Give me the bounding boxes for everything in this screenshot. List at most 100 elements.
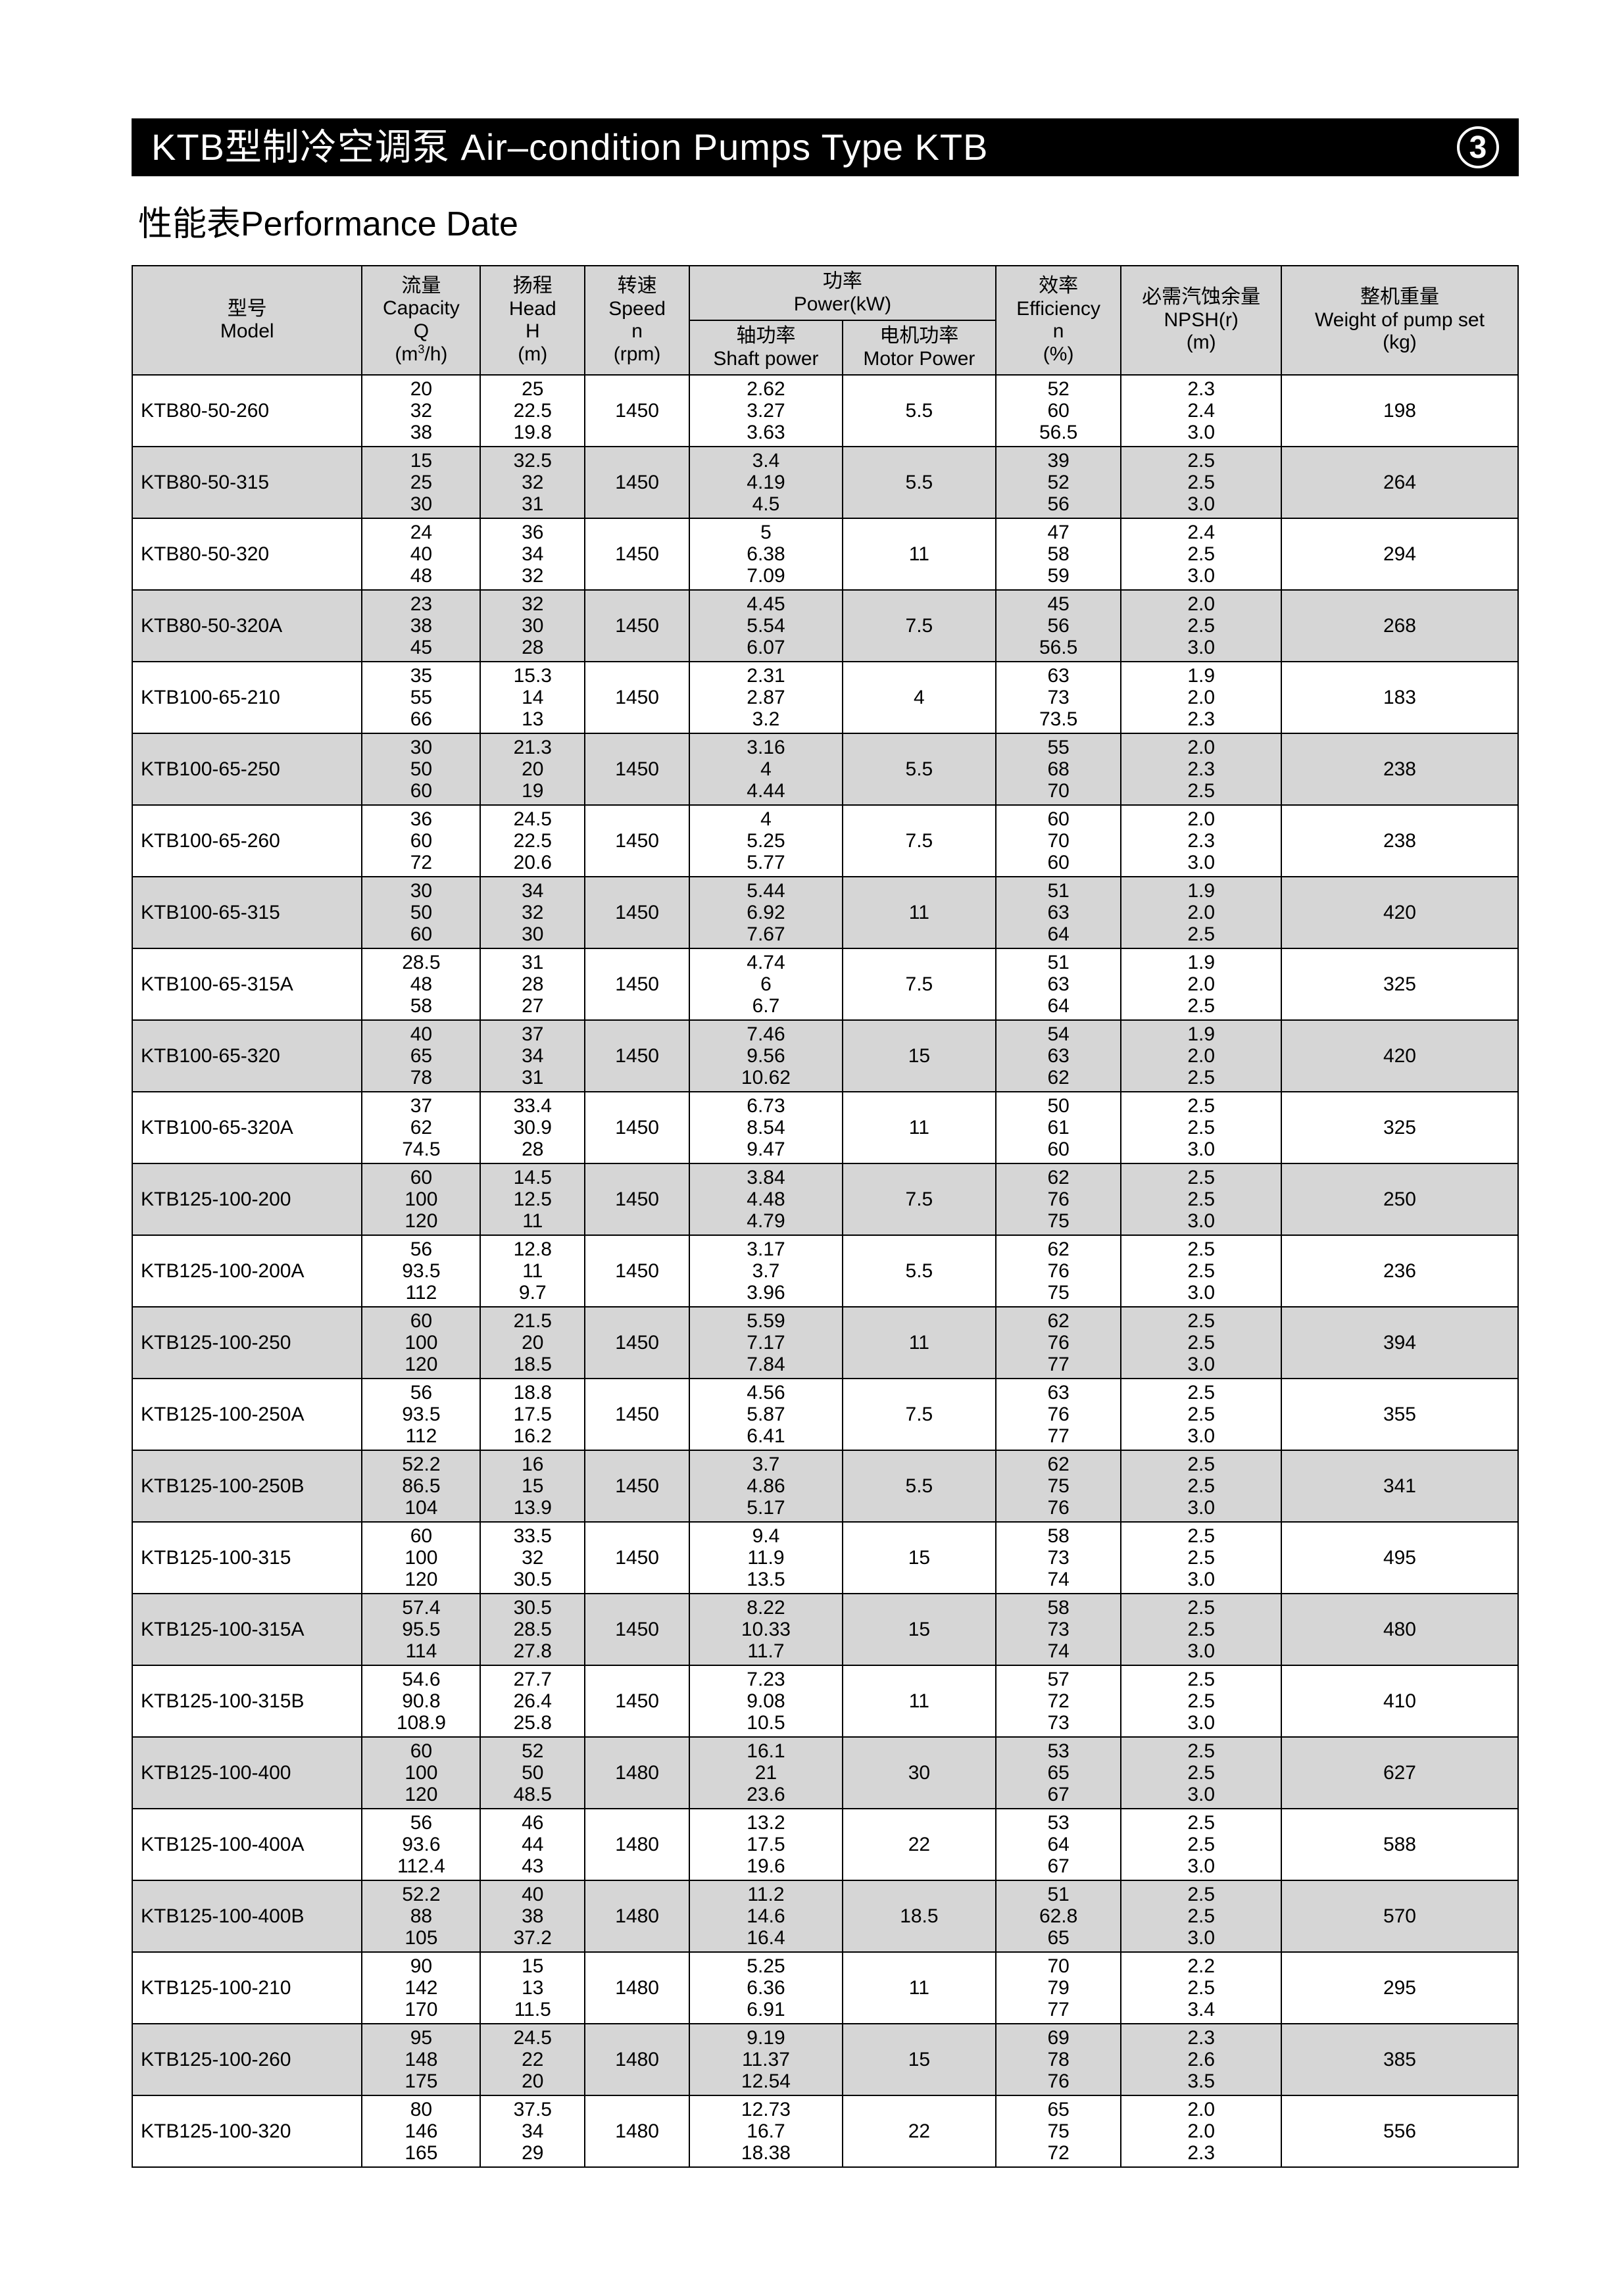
cell-speed: 1480 — [585, 2095, 689, 2167]
cell-weight: 295 — [1281, 1952, 1518, 2024]
cell-shaft: 5.446.927.67 — [689, 877, 843, 948]
col-head: 扬程 Head H (m) — [480, 266, 585, 375]
cell-capacity: 152530 — [362, 447, 480, 518]
table-row: KTB100-65-25030506021.3201914503.1644.44… — [132, 733, 1518, 805]
col-shaft: 轴功率 Shaft power — [689, 320, 843, 375]
cell-npsh: 2.52.53.0 — [1121, 1379, 1281, 1450]
cell-model: KTB125-100-250 — [132, 1307, 362, 1379]
cell-speed: 1480 — [585, 1952, 689, 2024]
col-capacity: 流量 Capacity Q (m3/h) — [362, 266, 480, 375]
cell-motor: 15 — [843, 1522, 996, 1594]
page-title: KTB型制冷空调泵 Air–condition Pumps Type KTB — [151, 129, 989, 166]
cell-weight: 341 — [1281, 1450, 1518, 1522]
cell-speed: 1450 — [585, 662, 689, 733]
cell-shaft: 13.217.519.6 — [689, 1809, 843, 1880]
cell-weight: 236 — [1281, 1235, 1518, 1307]
cell-weight: 250 — [1281, 1163, 1518, 1235]
cell-model: KTB125-100-400B — [132, 1880, 362, 1952]
cell-shaft: 16.12123.6 — [689, 1737, 843, 1809]
cell-shaft: 2.623.273.63 — [689, 375, 843, 447]
cell-head: 24.522.520.6 — [480, 805, 585, 877]
cell-npsh: 1.92.02.5 — [1121, 1020, 1281, 1092]
cell-motor: 11 — [843, 1092, 996, 1163]
cell-model: KTB100-65-210 — [132, 662, 362, 733]
cell-capacity: 60100120 — [362, 1163, 480, 1235]
cell-weight: 394 — [1281, 1307, 1518, 1379]
cell-speed: 1450 — [585, 877, 689, 948]
cell-motor: 5.5 — [843, 1450, 996, 1522]
cell-eff: 587374 — [996, 1522, 1121, 1594]
cell-capacity: 305060 — [362, 877, 480, 948]
cell-model: KTB100-65-315A — [132, 948, 362, 1020]
cell-model: KTB125-100-315A — [132, 1594, 362, 1665]
cell-model: KTB125-100-315 — [132, 1522, 362, 1594]
cell-motor: 15 — [843, 2024, 996, 2095]
cell-model: KTB100-65-320A — [132, 1092, 362, 1163]
cell-motor: 5.5 — [843, 733, 996, 805]
cell-weight: 325 — [1281, 948, 1518, 1020]
cell-weight: 325 — [1281, 1092, 1518, 1163]
cell-npsh: 1.92.02.5 — [1121, 948, 1281, 1020]
cell-head: 161513.9 — [480, 1450, 585, 1522]
cell-capacity: 57.495.5114 — [362, 1594, 480, 1665]
cell-capacity: 52.288105 — [362, 1880, 480, 1952]
cell-model: KTB80-50-260 — [132, 375, 362, 447]
cell-eff: 627675 — [996, 1163, 1121, 1235]
cell-head: 525048.5 — [480, 1737, 585, 1809]
cell-speed: 1450 — [585, 733, 689, 805]
cell-npsh: 2.22.53.4 — [1121, 1952, 1281, 2024]
cell-capacity: 28.54858 — [362, 948, 480, 1020]
cell-weight: 495 — [1281, 1522, 1518, 1594]
cell-motor: 5.5 — [843, 1235, 996, 1307]
cell-shaft: 3.173.73.96 — [689, 1235, 843, 1307]
cell-motor: 11 — [843, 1307, 996, 1379]
cell-eff: 526056.5 — [996, 375, 1121, 447]
cell-shaft: 45.255.77 — [689, 805, 843, 877]
cell-head: 21.52018.5 — [480, 1307, 585, 1379]
cell-model: KTB80-50-315 — [132, 447, 362, 518]
cell-capacity: 60100120 — [362, 1522, 480, 1594]
cell-capacity: 5693.6112.4 — [362, 1809, 480, 1880]
cell-eff: 607060 — [996, 805, 1121, 877]
cell-model: KTB100-65-320 — [132, 1020, 362, 1092]
cell-npsh: 2.52.53.0 — [1121, 1522, 1281, 1594]
cell-npsh: 2.52.53.0 — [1121, 1665, 1281, 1737]
cell-model: KTB125-100-320 — [132, 2095, 362, 2167]
table-row: KTB80-50-31515253032.5323114503.44.194.5… — [132, 447, 1518, 518]
cell-eff: 637373.5 — [996, 662, 1121, 733]
table-row: KTB125-100-315B54.690.8108.927.726.425.8… — [132, 1665, 1518, 1737]
cell-motor: 5.5 — [843, 447, 996, 518]
cell-model: KTB125-100-250B — [132, 1450, 362, 1522]
cell-motor: 11 — [843, 877, 996, 948]
cell-model: KTB100-65-315 — [132, 877, 362, 948]
cell-eff: 627576 — [996, 1450, 1121, 1522]
table-body: KTB80-50-2602032382522.519.814502.623.27… — [132, 375, 1518, 2167]
cell-npsh: 2.32.63.5 — [1121, 2024, 1281, 2095]
cell-shaft: 56.387.09 — [689, 518, 843, 590]
cell-motor: 5.5 — [843, 375, 996, 447]
cell-shaft: 11.214.616.4 — [689, 1880, 843, 1952]
cell-npsh: 2.02.32.5 — [1121, 733, 1281, 805]
cell-speed: 1480 — [585, 1809, 689, 1880]
cell-motor: 18.5 — [843, 1880, 996, 1952]
cell-speed: 1450 — [585, 1665, 689, 1737]
cell-speed: 1450 — [585, 948, 689, 1020]
cell-capacity: 5693.5112 — [362, 1379, 480, 1450]
cell-shaft: 9.1911.3712.54 — [689, 2024, 843, 2095]
table-row: KTB100-65-315A28.5485831282714504.7466.7… — [132, 948, 1518, 1020]
cell-model: KTB125-100-200A — [132, 1235, 362, 1307]
cell-head: 37.53429 — [480, 2095, 585, 2167]
table-row: KTB125-100-315A57.495.511430.528.527.814… — [132, 1594, 1518, 1665]
cell-head: 363432 — [480, 518, 585, 590]
cell-capacity: 5693.5112 — [362, 1235, 480, 1307]
cell-eff: 516364 — [996, 877, 1121, 948]
cell-weight: 294 — [1281, 518, 1518, 590]
table-row: KTB125-100-3156010012033.53230.514509.41… — [132, 1522, 1518, 1594]
cell-capacity: 90142170 — [362, 1952, 480, 2024]
cell-model: KTB125-100-260 — [132, 2024, 362, 2095]
cell-eff: 707977 — [996, 1952, 1121, 2024]
cell-capacity: 355566 — [362, 662, 480, 733]
cell-head: 21.32019 — [480, 733, 585, 805]
cell-shaft: 9.411.913.5 — [689, 1522, 843, 1594]
cell-speed: 1480 — [585, 1880, 689, 1952]
